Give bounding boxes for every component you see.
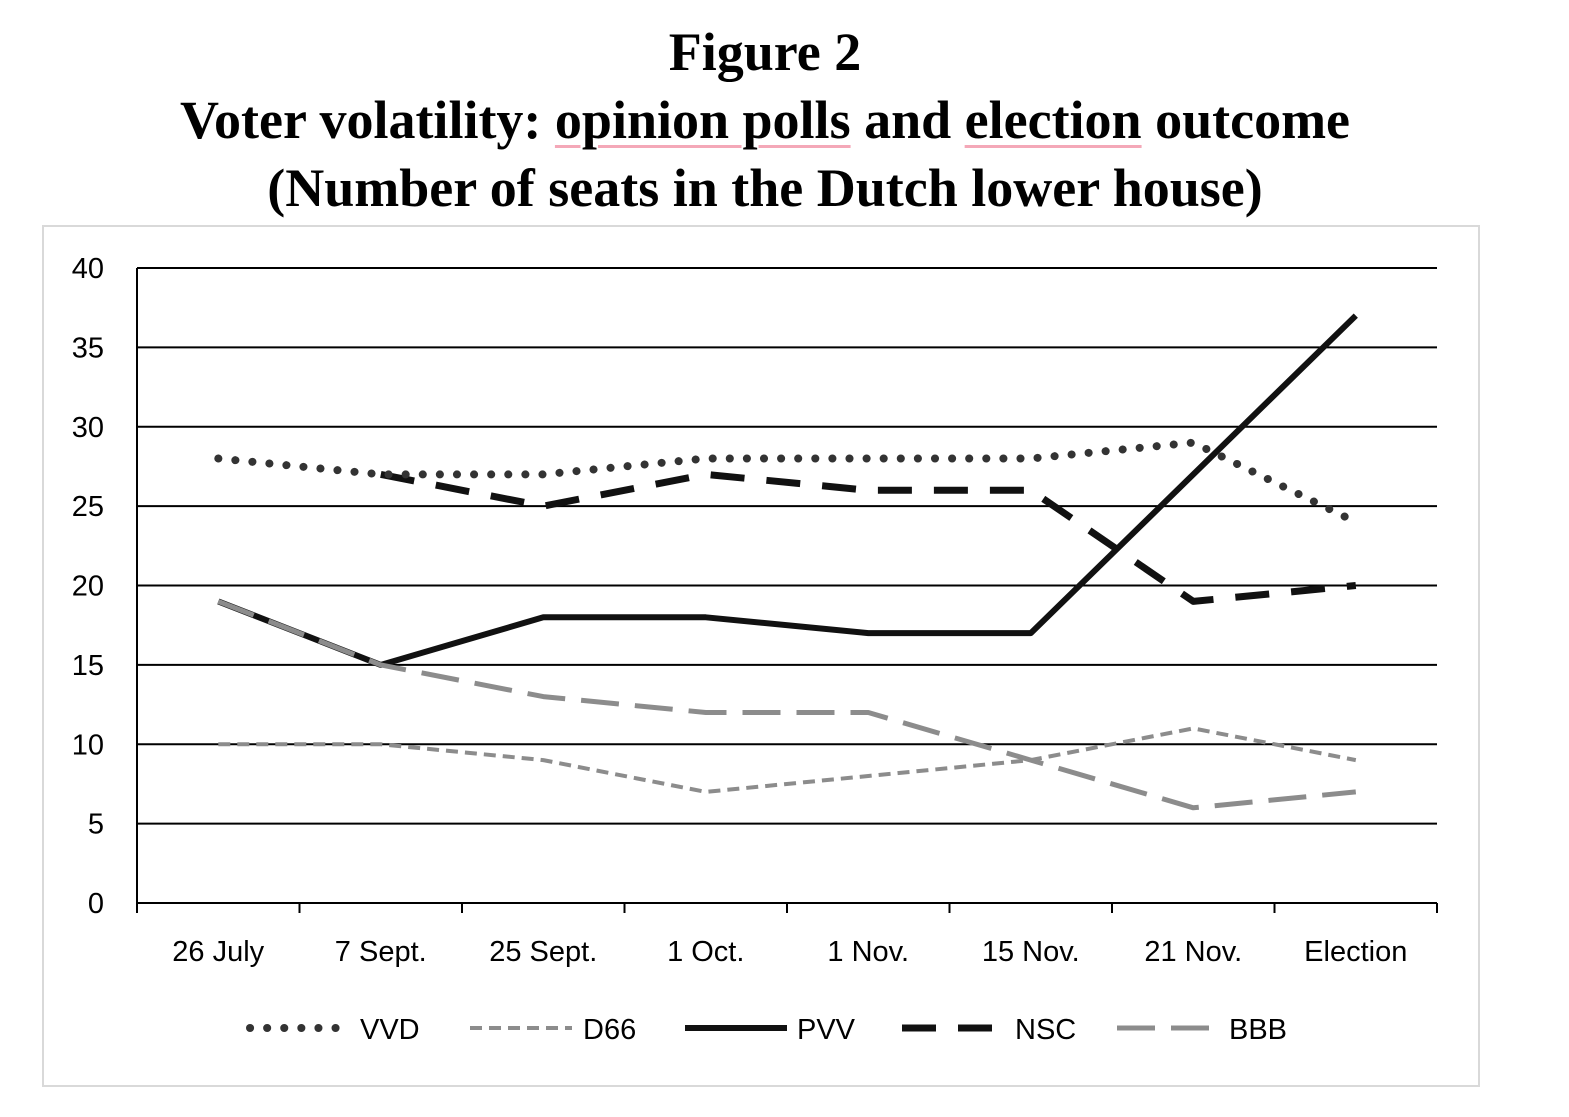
series-lines bbox=[214, 313, 1360, 811]
figure-label: Figure 2 bbox=[668, 22, 862, 82]
chart-subtitle: (Number of seats in the Dutch lower hous… bbox=[267, 158, 1263, 218]
title-prefix: Voter volatility: bbox=[179, 90, 555, 150]
legend-label-nsc: NSC bbox=[1015, 1014, 1076, 1046]
x-tick-label: 26 July bbox=[172, 936, 264, 968]
title-and: and bbox=[850, 90, 965, 150]
y-tick-label: 15 bbox=[72, 650, 104, 682]
x-tick-label: 15 Nov. bbox=[982, 936, 1080, 968]
series-line-d66 bbox=[218, 726, 1357, 794]
x-tick-label: 25 Sept. bbox=[489, 936, 597, 968]
legend-label-bbb: BBB bbox=[1229, 1014, 1287, 1046]
y-tick-label: 30 bbox=[72, 412, 104, 444]
x-axis-tick-labels: 26 July 7 Sept. 25 Sept. 1 Oct. 1 Nov. 15 Nov… bbox=[172, 936, 1407, 968]
x-tick-label: 7 Sept. bbox=[335, 936, 427, 968]
y-axis-tick-labels: 0 5 10 15 20 25 30 35 40 bbox=[72, 253, 104, 920]
legend-label-vvd: VVD bbox=[360, 1014, 420, 1046]
figure-title-block: Figure 2 Voter volatility: opinion polls… bbox=[0, 18, 1530, 222]
gridlines bbox=[137, 267, 1437, 825]
y-tick-label: 35 bbox=[72, 332, 104, 364]
x-tick-label: 1 Nov. bbox=[827, 936, 909, 968]
y-tick-label: 40 bbox=[72, 253, 104, 285]
series-line-vvd bbox=[214, 438, 1360, 526]
title-election: election bbox=[964, 90, 1142, 150]
x-tick-label: 1 Oct. bbox=[667, 936, 744, 968]
y-tick-label: 25 bbox=[72, 491, 104, 523]
title-suffix: outcome bbox=[1141, 90, 1351, 150]
series-line-nsc bbox=[380, 470, 1357, 605]
legend-label-d66: D66 bbox=[583, 1014, 636, 1046]
chart-frame bbox=[42, 225, 1480, 1087]
title-opinion-polls: opinion polls bbox=[554, 90, 851, 150]
y-tick-label: 10 bbox=[72, 729, 104, 761]
y-tick-label: 20 bbox=[72, 571, 104, 603]
legend: VVD D66 PVV NSC BBB bbox=[246, 1014, 1287, 1046]
y-tick-label: 5 bbox=[88, 809, 104, 841]
x-tick-label: 21 Nov. bbox=[1144, 936, 1242, 968]
chart-title: Voter volatility: opinion polls and elec… bbox=[0, 86, 1530, 154]
series-line-bbb bbox=[217, 599, 1357, 811]
series-line-pvv bbox=[217, 313, 1358, 668]
x-tick-label: Election bbox=[1304, 936, 1407, 968]
y-tick-label: 0 bbox=[88, 888, 104, 920]
legend-label-pvv: PVV bbox=[797, 1014, 856, 1046]
axes bbox=[136, 268, 1438, 913]
